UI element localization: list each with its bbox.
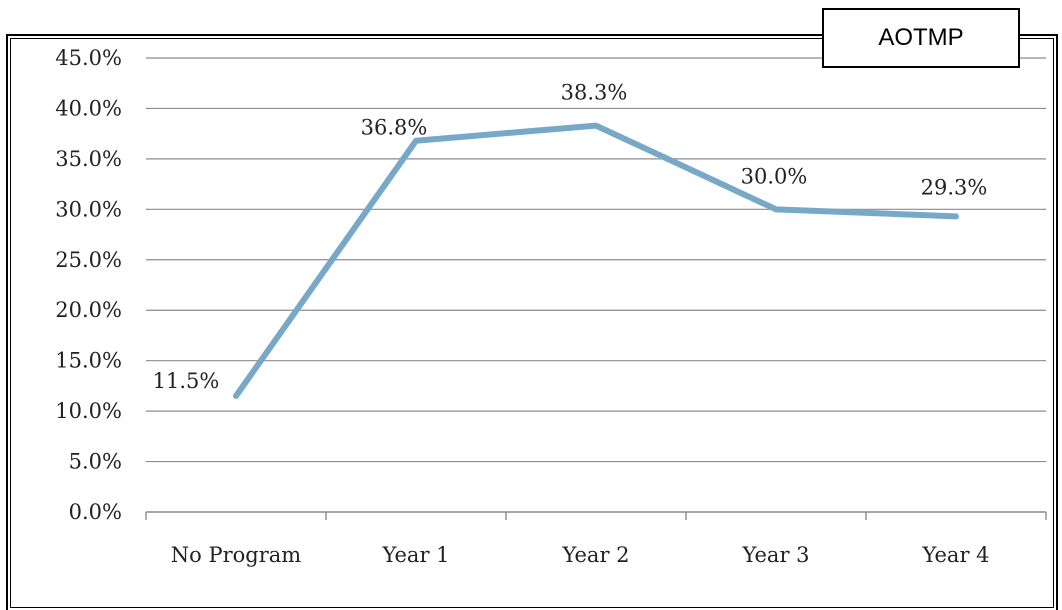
x-tick-label: Year 2 [561, 543, 629, 567]
legend-label: AOTMP [878, 24, 964, 51]
data-label: 36.8% [361, 116, 428, 140]
data-point [413, 138, 419, 144]
data-point [233, 393, 239, 399]
data-label: 29.3% [921, 175, 988, 199]
series-line [233, 122, 959, 399]
y-tick-label: 35.0% [55, 147, 122, 171]
y-tick-label: 10.0% [55, 399, 122, 423]
series-lines [233, 122, 959, 399]
data-point [593, 123, 599, 129]
y-tick-label: 5.0% [69, 450, 122, 474]
x-tick-label: Year 1 [381, 543, 449, 567]
chart-frame [6, 34, 1058, 610]
x-axis-tick-labels: No Program Year 1 Year 2 Year 3 Year 4 [171, 543, 990, 567]
x-tick-label: Year 3 [741, 543, 809, 567]
y-axis-tick-labels: 0.0% 5.0% 10.0% 15.0% 20.0% 25.0% 30.0% 35.0% 40… [55, 46, 122, 524]
data-point [953, 213, 959, 219]
gridlines [146, 57, 1046, 463]
legend-box: AOTMP [822, 8, 1020, 68]
x-axis [145, 511, 1047, 520]
y-tick-label: 25.0% [55, 248, 122, 272]
y-tick-label: 15.0% [55, 349, 122, 373]
x-tick-label: No Program [171, 543, 302, 567]
data-label: 38.3% [561, 81, 628, 105]
y-tick-label: 20.0% [55, 298, 122, 322]
data-labels: 11.5% 36.8% 38.3% 30.0% 29.3% [153, 81, 988, 393]
data-label: 30.0% [741, 164, 808, 188]
data-label: 11.5% [153, 369, 220, 393]
data-point [773, 206, 779, 212]
x-tick-label: Year 4 [921, 543, 989, 567]
y-tick-label: 45.0% [55, 46, 122, 70]
y-tick-label: 30.0% [55, 197, 122, 221]
y-tick-label: 40.0% [55, 96, 122, 120]
y-tick-label: 0.0% [69, 500, 122, 524]
